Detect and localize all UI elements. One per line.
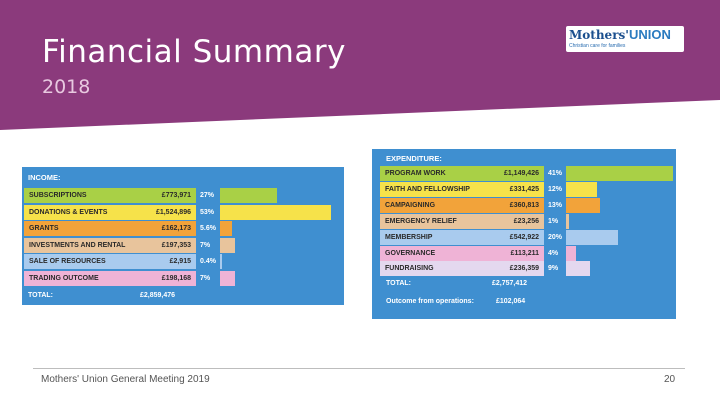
income-table: INCOME: SUBSCRIPTIONS £773,971 27% DONATION…: [22, 167, 344, 305]
row-percent: 1%: [548, 217, 559, 225]
row-bar: [220, 271, 235, 286]
row-label: FAITH AND FELLOWSHIP: [380, 181, 488, 197]
row-amount: £113,211: [488, 245, 544, 261]
table-row: PROGRAM WORK £1,149,426 41%: [372, 166, 676, 181]
slide-subtitle: 2018: [42, 76, 91, 98]
row-label: SALE OF RESOURCES: [24, 254, 136, 270]
row-amount: £198,168: [136, 271, 196, 286]
income-total-label: TOTAL:: [28, 292, 54, 299]
row-amount: £331,425: [488, 181, 544, 197]
row-percent: 27%: [200, 192, 215, 199]
row-bar: [220, 188, 277, 203]
row-label: INVESTMENTS AND RENTAL: [24, 237, 136, 253]
row-amount: £360,813: [488, 197, 544, 213]
row-label: CAMPAIGNING: [380, 197, 488, 213]
expenditure-total-label: TOTAL:: [386, 280, 412, 287]
logo-text-b: UNION: [628, 27, 671, 42]
footer-divider: [33, 368, 685, 369]
income-heading: INCOME:: [28, 173, 61, 182]
table-row: EMERGENCY RELIEF £23,256 1%: [372, 213, 676, 229]
row-bar: [220, 237, 235, 253]
mothers-union-logo: Mothers'UNION Christian care for familie…: [566, 26, 684, 52]
row-label: EMERGENCY RELIEF: [380, 213, 488, 229]
outcome-label: Outcome from operations:: [386, 298, 474, 305]
table-row: FUNDRAISING £236,359 9%: [372, 261, 676, 277]
row-percent: 5.6%: [200, 225, 216, 233]
table-row: SUBSCRIPTIONS £773,971 27%: [22, 188, 344, 203]
row-label: FUNDRAISING: [380, 261, 488, 277]
row-bar: [566, 229, 619, 245]
row-amount: £197,353: [136, 237, 196, 253]
row-amount: £236,359: [488, 261, 544, 277]
logo-wordmark: Mothers'UNION: [569, 27, 671, 42]
row-bar: [220, 204, 332, 220]
row-label: PROGRAM WORK: [380, 166, 488, 181]
page-number: 20: [664, 374, 676, 385]
row-bar: [566, 181, 598, 197]
slide-title: Financial Summary: [42, 34, 346, 70]
row-percent: 53%: [200, 208, 215, 216]
row-percent: 9%: [548, 265, 559, 273]
row-label: GRANTS: [24, 221, 136, 237]
table-row: GRANTS £162,173 5.6%: [22, 221, 344, 237]
row-bar: [566, 261, 590, 277]
row-amount: £1,524,896: [136, 204, 196, 220]
footer-text: Mothers' Union General Meeting 2019: [41, 374, 210, 385]
logo-tagline: Christian care for families: [569, 43, 626, 49]
row-bar: [566, 213, 569, 229]
row-percent: 20%: [548, 233, 563, 241]
row-percent: 12%: [548, 185, 563, 193]
row-percent: 4%: [548, 249, 559, 257]
expenditure-heading: EXPENDITURE:: [386, 154, 442, 163]
row-label: MEMBERSHIP: [380, 229, 488, 245]
table-row: INVESTMENTS AND RENTAL £197,353 7%: [22, 237, 344, 253]
table-row: MEMBERSHIP £542,922 20%: [372, 229, 676, 245]
row-amount: £162,173: [136, 221, 196, 237]
row-bar: [566, 166, 674, 181]
row-percent: 7%: [200, 241, 211, 249]
row-percent: 7%: [200, 275, 211, 282]
income-total-amount: £2,859,476: [140, 292, 176, 299]
slide-header: Financial Summary 2018 Mothers'UNION Chr…: [0, 0, 720, 130]
logo-text-a: Mothers': [569, 28, 629, 42]
row-label: GOVERNANCE: [380, 245, 488, 261]
row-amount: £773,971: [136, 188, 196, 203]
row-percent: 41%: [548, 170, 563, 177]
row-bar: [566, 245, 577, 261]
outcome-amount: £102,064: [496, 298, 526, 305]
row-label: TRADING OUTCOME: [24, 271, 136, 286]
row-amount: £1,149,426: [488, 166, 544, 181]
table-row: CAMPAIGNING £360,813 13%: [372, 197, 676, 213]
row-amount: £2,915: [136, 254, 196, 270]
row-percent: 13%: [548, 201, 563, 209]
row-bar: [566, 197, 601, 213]
expenditure-total-amount: £2,757,412: [492, 280, 528, 287]
row-amount: £23,256: [488, 213, 544, 229]
row-bar: [220, 254, 222, 270]
row-label: DONATIONS & EVENTS: [24, 204, 136, 220]
table-row: GOVERNANCE £113,211 4%: [372, 245, 676, 261]
row-amount: £542,922: [488, 229, 544, 245]
table-row: FAITH AND FELLOWSHIP £331,425 12%: [372, 181, 676, 197]
table-row: DONATIONS & EVENTS £1,524,896 53%: [22, 204, 344, 220]
header-band: [0, 0, 720, 130]
table-row: TRADING OUTCOME £198,168 7%: [22, 271, 344, 286]
row-label: SUBSCRIPTIONS: [24, 188, 136, 203]
row-bar: [220, 221, 232, 237]
expenditure-table: EXPENDITURE: PROGRAM WORK £1,149,426 41% FA…: [372, 149, 676, 319]
row-percent: 0.4%: [200, 258, 216, 266]
table-row: SALE OF RESOURCES £2,915 0.4%: [22, 254, 344, 270]
